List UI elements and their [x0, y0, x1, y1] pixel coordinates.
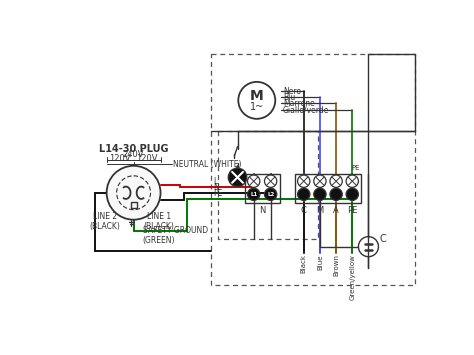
- Text: 240V: 240V: [123, 150, 145, 159]
- Text: N: N: [259, 206, 266, 215]
- Circle shape: [298, 188, 310, 201]
- Text: N: N: [213, 183, 219, 192]
- Text: Green/yellow: Green/yellow: [349, 254, 356, 300]
- Circle shape: [228, 168, 247, 187]
- Text: M: M: [316, 206, 324, 215]
- Circle shape: [346, 188, 358, 201]
- Text: L14-30 PLUG: L14-30 PLUG: [99, 144, 168, 154]
- Text: Marrone: Marrone: [283, 99, 315, 108]
- Text: 120V: 120V: [137, 154, 158, 164]
- Circle shape: [247, 188, 260, 201]
- Text: L: L: [213, 177, 217, 186]
- Circle shape: [107, 166, 161, 220]
- Text: Nero: Nero: [283, 87, 301, 95]
- Bar: [130, 202, 137, 208]
- Circle shape: [264, 175, 277, 187]
- Text: Black: Black: [301, 254, 307, 273]
- Text: C: C: [301, 206, 307, 215]
- Circle shape: [238, 82, 275, 119]
- Text: PE: PE: [351, 165, 360, 171]
- Text: L2: L2: [267, 192, 274, 197]
- Bar: [245, 174, 280, 203]
- Circle shape: [330, 188, 342, 201]
- Bar: [219, 131, 319, 239]
- Text: LINE 2
(BLACK): LINE 2 (BLACK): [90, 212, 120, 231]
- Text: LINE 1
(BLACK): LINE 1 (BLACK): [144, 212, 174, 231]
- Text: L1: L1: [250, 192, 257, 197]
- Text: PE: PE: [213, 189, 222, 198]
- Text: Giallo/verde: Giallo/verde: [283, 105, 329, 114]
- Circle shape: [314, 188, 326, 201]
- Text: PE: PE: [347, 206, 357, 215]
- Text: 120V: 120V: [109, 154, 131, 164]
- Text: A: A: [333, 206, 339, 215]
- Circle shape: [346, 175, 358, 187]
- Circle shape: [247, 175, 260, 187]
- Circle shape: [298, 175, 310, 187]
- Bar: [295, 174, 361, 203]
- Text: 1~: 1~: [250, 102, 264, 112]
- Text: M: M: [250, 89, 264, 104]
- Text: NEUTRAL (WHITE): NEUTRAL (WHITE): [173, 160, 241, 169]
- Bar: [210, 54, 415, 285]
- Circle shape: [330, 175, 342, 187]
- Text: Blue: Blue: [317, 254, 323, 270]
- Text: SAFETY GROUND
(GREEN): SAFETY GROUND (GREEN): [143, 226, 208, 245]
- Text: C: C: [380, 234, 387, 244]
- Circle shape: [314, 175, 326, 187]
- Text: Brown: Brown: [333, 254, 339, 276]
- Text: Blu: Blu: [283, 93, 295, 102]
- Circle shape: [264, 188, 277, 201]
